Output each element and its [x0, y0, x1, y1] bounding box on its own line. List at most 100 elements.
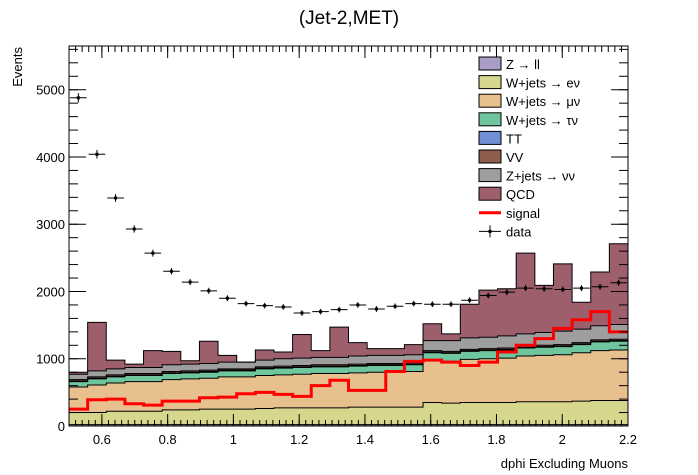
data-point: [256, 302, 273, 309]
data-marker: [579, 286, 583, 290]
x-tick-label: 2.2: [619, 432, 637, 447]
legend-entry: TT: [478, 130, 522, 146]
data-marker: [374, 307, 378, 311]
legend-label: VV: [506, 150, 524, 165]
legend-entry: Z → ll: [478, 56, 540, 72]
data-marker: [542, 287, 546, 291]
y-tick-label: 5000: [36, 83, 65, 98]
x-tick-label: 1.4: [356, 432, 374, 447]
data-marker: [393, 304, 397, 308]
legend-swatch: [478, 149, 502, 164]
data-point: [424, 301, 441, 308]
data-marker: [412, 302, 416, 306]
legend-entry: W+jets → eν: [478, 75, 580, 91]
data-marker: [337, 308, 341, 312]
legend-swatch: [478, 130, 502, 145]
data-point: [498, 289, 516, 296]
legend-label: W+jets → τν: [506, 113, 578, 128]
x-tick-label: 1: [230, 432, 237, 447]
data-marker: [263, 304, 267, 308]
data-point: [554, 286, 572, 293]
data-point: [107, 194, 124, 202]
data-point: [405, 300, 423, 307]
data-point: [535, 285, 553, 292]
legend-entry: W+jets → μν: [478, 93, 580, 109]
legend-label: data: [506, 224, 532, 239]
data-marker: [114, 196, 118, 200]
data-point: [591, 283, 609, 290]
x-tick-label: 0.8: [159, 432, 177, 447]
axes: 0.6 0.8 1 1.2 1.4 1.6 1.8 2 2.2 0 1000 2000 3000 4000…: [36, 46, 637, 447]
data-point: [237, 300, 255, 307]
data-point: [274, 304, 292, 310]
x-tick-label: 0.6: [93, 432, 111, 447]
legend-entry: data: [479, 224, 532, 239]
data-point: [200, 287, 218, 294]
x-tick-label: 1.2: [290, 432, 308, 447]
stack-outline-5: [68, 338, 629, 426]
data-marker: [300, 311, 304, 315]
stacked-backgrounds: [68, 243, 629, 426]
data-point: [312, 308, 329, 315]
data-point: [349, 302, 367, 308]
data-marker: [449, 302, 453, 306]
data-marker: [598, 285, 602, 289]
data-point: [88, 149, 106, 159]
plot-frame: [68, 45, 629, 427]
legend-label: QCD: [506, 187, 535, 202]
chart-title: (Jet-2,MET): [299, 8, 399, 29]
data-point: [219, 295, 236, 302]
data-point: [386, 303, 404, 310]
legend-swatch: [478, 168, 502, 183]
legend-label: TT: [506, 131, 522, 146]
stack-band-3: [69, 341, 628, 387]
legend-swatch: [478, 112, 502, 127]
data-series: [70, 93, 627, 316]
x-tick-label: 2: [559, 432, 566, 447]
data-marker: [188, 280, 192, 284]
stack-outline-2: [68, 349, 629, 426]
data-point: [479, 292, 497, 299]
data-point: [573, 285, 590, 292]
legend-swatch: [488, 229, 492, 233]
data-point: [70, 93, 87, 103]
data-marker: [244, 302, 248, 306]
signal-series: [69, 310, 628, 411]
legend-label: W+jets → μν: [506, 94, 580, 109]
stack-outline-0: [68, 424, 629, 426]
data-point: [368, 306, 385, 312]
legend: Z → ll W+jets → eν W+jets → μν W+jets → τν T…: [478, 56, 580, 239]
stack-band-1: [69, 400, 628, 425]
y-tick-label: 1000: [36, 352, 65, 367]
data-marker: [468, 298, 472, 302]
data-marker: [207, 289, 211, 293]
data-marker: [505, 290, 509, 294]
legend-label: signal: [506, 206, 540, 221]
data-point: [442, 301, 460, 308]
data-marker: [561, 287, 565, 291]
data-point: [330, 306, 348, 313]
legend-swatch: [478, 56, 502, 71]
stack-outline-6: [68, 323, 629, 426]
stack-outline-1: [68, 399, 629, 426]
signal-line: [69, 310, 628, 411]
y-tick-label: 0: [58, 419, 65, 434]
legend-label: Z+jets → νν: [506, 169, 575, 184]
legend-swatch: [478, 93, 502, 108]
x-axis-label: dphi Excluding Muons: [501, 456, 629, 471]
data-point: [610, 279, 627, 286]
y-axis-label: Events: [10, 47, 25, 87]
data-marker: [225, 296, 229, 300]
data-point: [163, 268, 180, 275]
legend-entry: W+jets → τν: [478, 112, 578, 128]
data-marker: [169, 269, 173, 273]
data-point: [293, 310, 311, 316]
legend-swatch: [478, 75, 502, 90]
data-marker: [617, 281, 621, 285]
legend-label: W+jets → eν: [506, 76, 580, 91]
legend-swatch: [478, 186, 502, 201]
data-marker: [430, 302, 434, 306]
x-tick-label: 1.6: [422, 432, 440, 447]
y-tick-label: 2000: [36, 284, 65, 299]
